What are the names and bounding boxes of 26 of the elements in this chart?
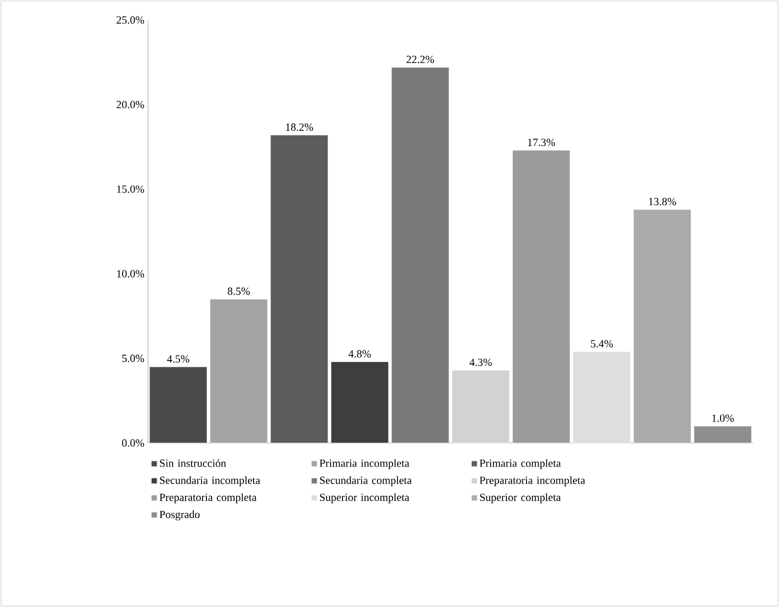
data-label: 13.8% bbox=[649, 198, 676, 206]
legend-label: Secundaria incompleta bbox=[160, 476, 260, 486]
data-label: 22.2% bbox=[406, 56, 434, 64]
legend-label: Preparatoria completa bbox=[160, 493, 256, 504]
data-label: 17.3% bbox=[528, 138, 556, 146]
y-tick-label: 15.0% bbox=[117, 185, 144, 193]
data-label: 4.8% bbox=[348, 350, 371, 358]
data-label: 8.5% bbox=[228, 288, 250, 295]
y-tick-label: 20.0% bbox=[116, 100, 144, 108]
legend-label: Preparatoria incompleta bbox=[480, 476, 586, 486]
legend-label: Primaria incompleta bbox=[320, 459, 410, 470]
legend-label: Superior incompleta bbox=[320, 493, 410, 504]
legend-label: Sin instrucción bbox=[160, 459, 226, 467]
data-label: 4.3% bbox=[470, 358, 492, 366]
data-label: 1.0% bbox=[712, 414, 734, 422]
legend-label: Superior completa bbox=[480, 493, 561, 504]
legend-label: Posgrado bbox=[160, 510, 200, 520]
data-label: 4.5% bbox=[167, 355, 190, 363]
y-tick-label: 10.0% bbox=[117, 270, 144, 278]
data-label: 18.2% bbox=[286, 123, 314, 131]
y-tick-label: 5.0% bbox=[122, 354, 144, 362]
y-tick-label: 0.0% bbox=[122, 439, 144, 447]
data-label: 5.4% bbox=[590, 340, 613, 348]
y-tick-label: 25.0% bbox=[116, 16, 144, 24]
legend-label: Primaria completa bbox=[480, 459, 561, 470]
legend-label: Secundaria completa bbox=[320, 476, 412, 486]
